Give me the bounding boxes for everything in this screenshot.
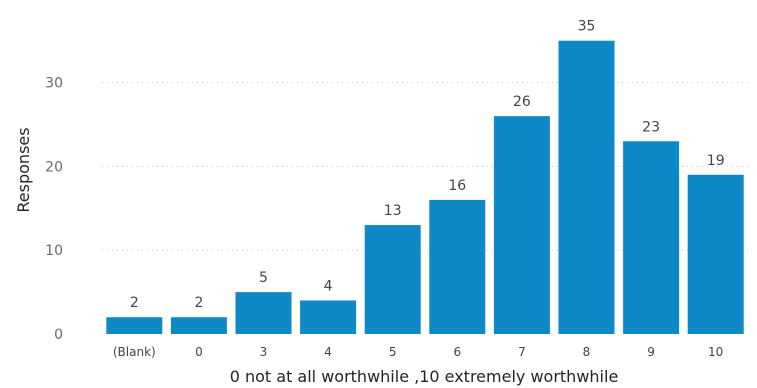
bar [493,116,550,335]
x-axis-ticks: (Blank) 0 3 4 5 6 7 8 9 10 [113,345,723,359]
bar [623,141,680,334]
bar [235,292,292,334]
y-axis-ticks: 0 10 20 30 [45,76,63,343]
bar [170,317,227,334]
y-tick-label: 10 [45,243,63,259]
bar [558,40,615,334]
bar [106,317,163,334]
y-axis-title: Responses [14,127,33,212]
data-label: 19 [707,153,725,169]
bars [106,40,744,335]
x-tick-label: 10 [708,345,723,359]
data-label: 23 [642,119,660,135]
x-tick-label: 5 [389,345,397,359]
data-label: 16 [448,178,466,194]
data-label: 26 [513,94,531,110]
x-tick-label: 6 [453,345,461,359]
y-tick-label: 30 [45,76,63,92]
data-labels: 2 2 5 4 13 16 26 35 23 19 [130,19,725,312]
y-tick-label: 20 [45,159,63,175]
data-label: 4 [324,278,333,294]
x-tick-label: 8 [583,345,591,359]
bar [687,174,744,334]
x-tick-label: 3 [260,345,268,359]
x-tick-label: 0 [195,345,203,359]
data-label: 5 [259,270,268,286]
data-label: 35 [578,19,596,35]
y-tick-label: 0 [54,327,63,343]
data-label: 13 [384,203,402,219]
bar [364,225,421,334]
x-tick-label: 4 [324,345,332,359]
bar [300,300,357,334]
x-tick-label: 7 [518,345,526,359]
x-tick-label: (Blank) [113,345,156,359]
x-axis-title: 0 not at all worthwhile ,10 extremely wo… [230,367,619,386]
x-tick-label: 9 [647,345,655,359]
bar [429,199,486,334]
data-label: 2 [194,295,203,311]
data-label: 2 [130,295,139,311]
